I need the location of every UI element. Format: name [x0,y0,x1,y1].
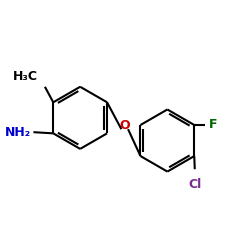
Text: O: O [120,119,130,132]
Text: NH₂: NH₂ [5,126,31,139]
Text: F: F [209,118,218,132]
Text: H₃C: H₃C [13,70,38,82]
Text: Cl: Cl [189,178,202,191]
